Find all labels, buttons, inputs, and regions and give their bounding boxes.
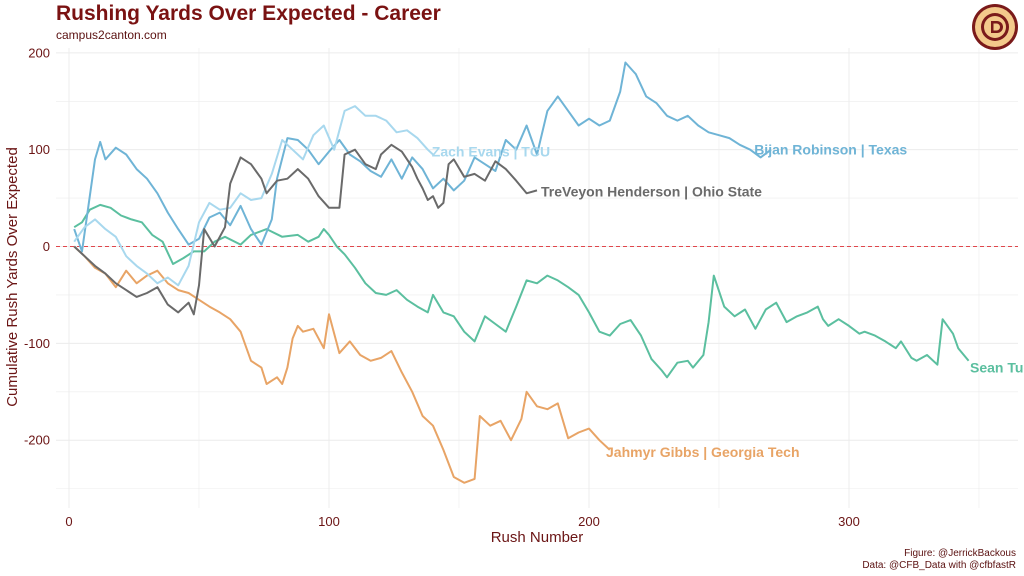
series-line-jahmyr-gibbs <box>73 245 611 484</box>
series-label-jahmyr-gibbs: Jahmyr Gibbs | Georgia Tech <box>606 444 800 460</box>
y-tick-label: 100 <box>28 142 50 157</box>
series-label-sean-tucker: Sean Tucker | Syracuse <box>970 360 1024 376</box>
series-labels: Sean Tucker | Syracuse Jahmyr Gibbs | Geo… <box>432 142 1024 460</box>
y-tick-label: -100 <box>24 336 50 351</box>
y-tick-label: 200 <box>28 45 50 60</box>
series-line-treveyon-henderson <box>73 143 538 316</box>
x-tick-label: 0 <box>65 514 72 529</box>
x-tick-label: 100 <box>318 514 340 529</box>
series-line-bijan-robinson <box>73 61 772 253</box>
y-axis-ticks: 200 100 0 -100 -200 <box>24 45 50 447</box>
series-label-bijan-robinson: Bijan Robinson | Texas <box>754 142 907 158</box>
series-label-zach-evans: Zach Evans | TCU <box>432 144 550 160</box>
caption-line-2: Data: @CFB_Data with @cfbfastR <box>862 560 1016 571</box>
figure-caption: Figure: @JerrickBackous Data: @CFB_Data … <box>862 548 1016 572</box>
y-tick-label: 0 <box>43 239 50 254</box>
x-axis-ticks: 0 100 200 300 <box>65 514 859 529</box>
series-line-sean-tucker <box>73 203 970 379</box>
grid-lines <box>56 48 1018 508</box>
caption-line-1: Figure: @JerrickBackous <box>904 548 1016 559</box>
x-tick-label: 300 <box>838 514 860 529</box>
x-axis-title: Rush Number <box>491 529 584 546</box>
series-label-treveyon-henderson: TreVeyon Henderson | Ohio State <box>541 183 762 199</box>
y-axis-title: Cumulative Rush Yards Over Expected <box>4 147 21 407</box>
chart-subtitle: campus2canton.com <box>56 28 167 42</box>
campus2canton-logo <box>972 4 1018 50</box>
series-line-zach-evans <box>73 105 434 287</box>
series-lines <box>73 61 970 484</box>
chart-title: Rushing Yards Over Expected - Career <box>56 2 441 25</box>
x-tick-label: 200 <box>578 514 600 529</box>
y-tick-label: -200 <box>24 433 50 448</box>
